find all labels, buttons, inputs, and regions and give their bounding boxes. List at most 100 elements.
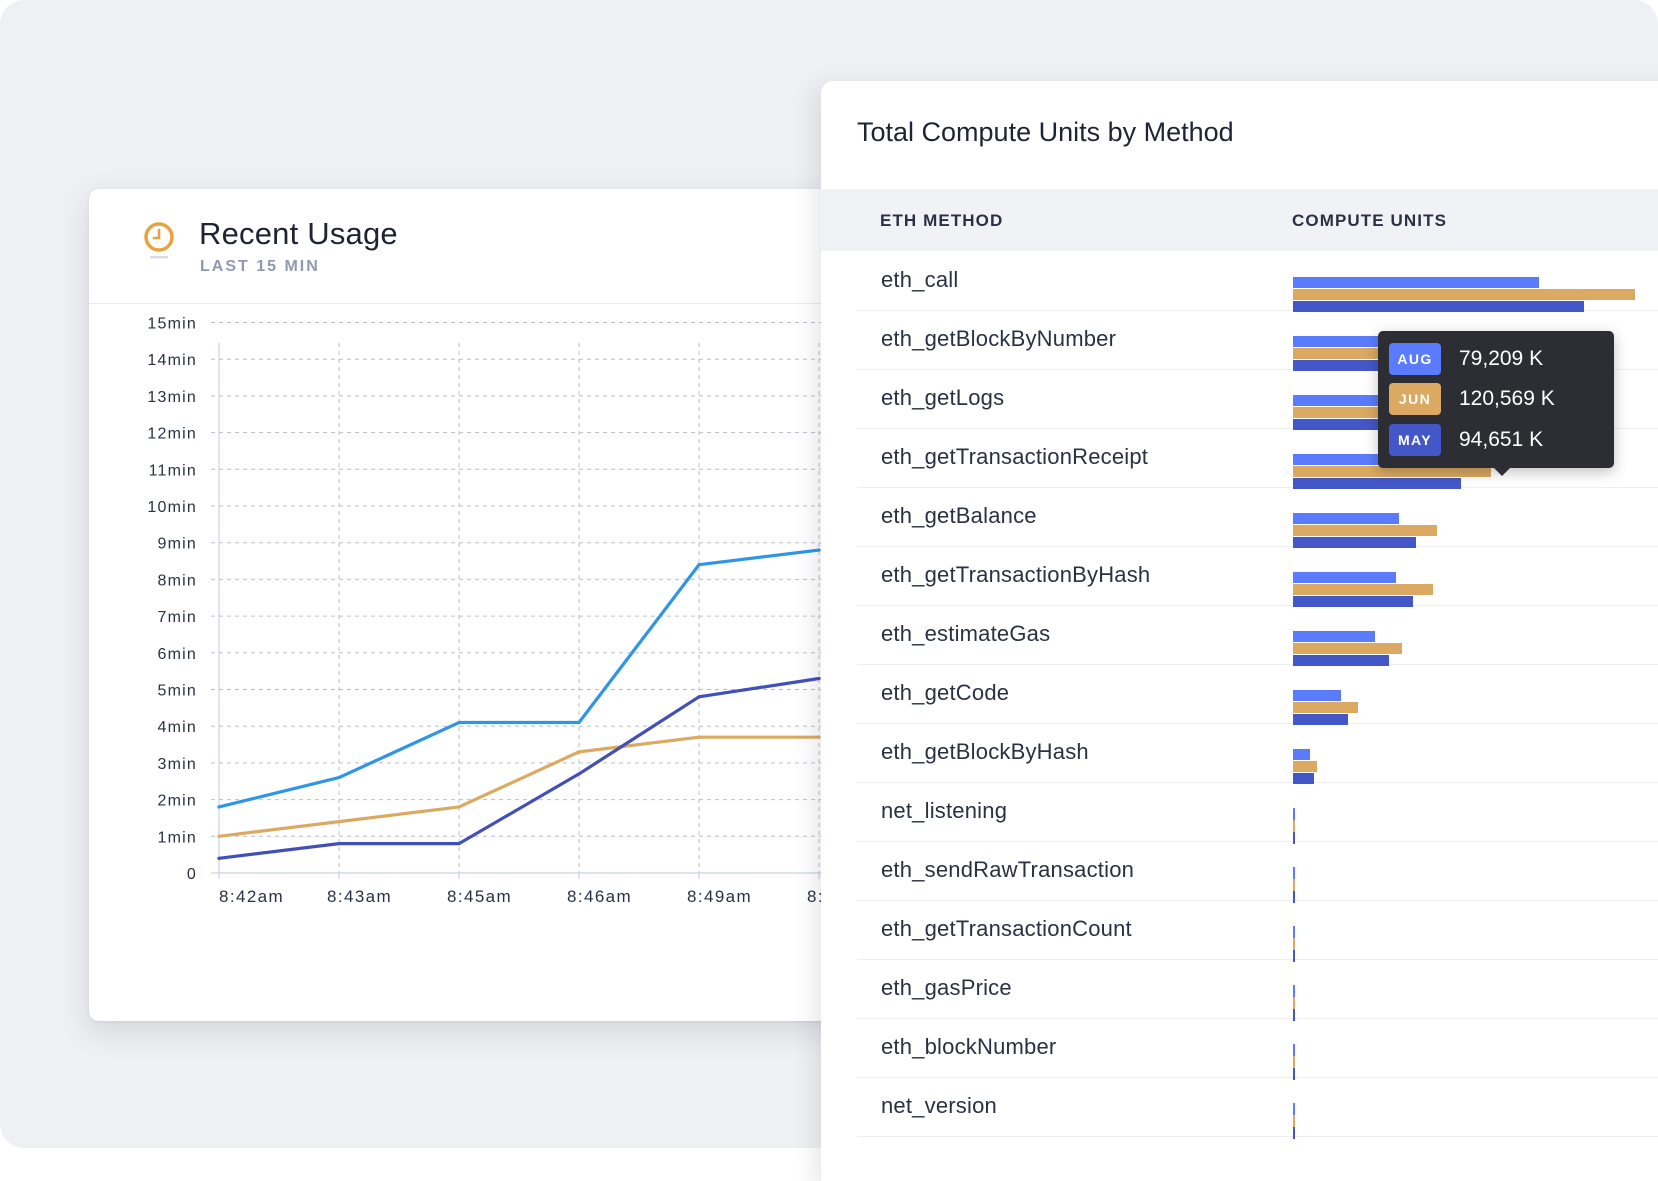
series-point bbox=[337, 820, 341, 824]
x-tick-label: 8:46am bbox=[567, 887, 632, 906]
bar-may[interactable] bbox=[1293, 832, 1295, 844]
method-label: eth_getTransactionReceipt bbox=[881, 444, 1149, 469]
bar-aug[interactable] bbox=[1293, 867, 1295, 879]
method-row[interactable]: eth_blockNumber bbox=[857, 1018, 1658, 1080]
series-point bbox=[577, 772, 581, 776]
tooltip-badge-may: MAY bbox=[1389, 424, 1441, 456]
series-point bbox=[817, 548, 821, 552]
method-row[interactable]: eth_getBalance bbox=[857, 487, 1658, 548]
y-tick-label: 0 bbox=[187, 866, 197, 883]
series-point bbox=[577, 720, 581, 725]
method-label: net_version bbox=[881, 1093, 997, 1118]
bar-tooltip: AUG 79,209 K JUN 120,569 K MAY 94,651 K bbox=[1378, 331, 1614, 476]
bar-may[interactable] bbox=[1293, 1009, 1295, 1021]
y-tick-label: 4min bbox=[158, 719, 197, 736]
series-point bbox=[337, 842, 341, 846]
bar-jun[interactable] bbox=[1293, 1056, 1295, 1068]
method-row[interactable]: eth_sendRawTransaction bbox=[857, 841, 1658, 903]
bar-aug[interactable] bbox=[1293, 277, 1539, 288]
method-row[interactable]: eth_gasPrice bbox=[857, 959, 1658, 1021]
bar-aug[interactable] bbox=[1293, 690, 1341, 701]
bar-jun[interactable] bbox=[1293, 997, 1295, 1009]
y-tick-label: 5min bbox=[158, 683, 197, 700]
y-tick-label: 10min bbox=[147, 499, 197, 516]
method-label: eth_gasPrice bbox=[881, 975, 1012, 1000]
method-label: eth_getBlockByNumber bbox=[881, 326, 1117, 351]
column-header-compute-units[interactable]: COMPUTE UNITS bbox=[1292, 211, 1448, 230]
tooltip-value-jun: 120,569 K bbox=[1459, 387, 1555, 410]
method-label: eth_call bbox=[881, 267, 959, 292]
method-label: eth_getLogs bbox=[881, 385, 1005, 410]
bar-aug[interactable] bbox=[1293, 631, 1375, 642]
bar-may[interactable] bbox=[1293, 596, 1413, 607]
bar-jun[interactable] bbox=[1293, 643, 1402, 654]
method-row[interactable]: eth_getTransactionCount bbox=[857, 900, 1658, 962]
bar-aug[interactable] bbox=[1293, 454, 1443, 465]
method-row[interactable]: eth_getTransactionReceipt bbox=[857, 428, 1658, 489]
y-tick-label: 8min bbox=[158, 572, 197, 589]
y-tick-label: 7min bbox=[158, 609, 197, 626]
method-row[interactable]: net_listening bbox=[857, 782, 1658, 844]
method-row[interactable]: eth_call bbox=[857, 251, 1658, 312]
method-label: eth_getTransactionByHash bbox=[881, 562, 1151, 587]
bar-jun[interactable] bbox=[1293, 879, 1295, 891]
bar-may[interactable] bbox=[1293, 301, 1584, 312]
bar-jun[interactable] bbox=[1293, 938, 1295, 950]
series-point bbox=[337, 775, 341, 780]
series-point bbox=[457, 720, 461, 725]
y-tick-label: 15min bbox=[147, 316, 197, 333]
bar-may[interactable] bbox=[1293, 537, 1416, 548]
method-label: eth_getTransactionCount bbox=[881, 916, 1132, 941]
bar-jun[interactable] bbox=[1293, 761, 1317, 772]
bar-aug[interactable] bbox=[1293, 749, 1310, 760]
method-row[interactable]: net_version bbox=[857, 1077, 1658, 1139]
x-tick-label: 8:42am bbox=[219, 887, 284, 906]
bar-aug[interactable] bbox=[1293, 1044, 1295, 1056]
method-label: eth_sendRawTransaction bbox=[881, 857, 1135, 882]
series-line-1 bbox=[217, 735, 821, 838]
bar-jun[interactable] bbox=[1293, 584, 1433, 595]
series-point bbox=[577, 750, 581, 754]
y-tick-label: 13min bbox=[147, 389, 197, 406]
bar-jun[interactable] bbox=[1293, 702, 1358, 713]
bar-jun[interactable] bbox=[1293, 1115, 1295, 1127]
bar-jun[interactable] bbox=[1293, 525, 1437, 536]
bar-aug[interactable] bbox=[1293, 513, 1399, 524]
method-label: eth_blockNumber bbox=[881, 1034, 1057, 1059]
bar-aug[interactable] bbox=[1293, 572, 1396, 583]
bar-may[interactable] bbox=[1293, 891, 1295, 903]
bar-jun[interactable] bbox=[1293, 289, 1635, 300]
bar-may[interactable] bbox=[1293, 714, 1348, 725]
bar-aug[interactable] bbox=[1293, 926, 1295, 938]
bar-jun[interactable] bbox=[1293, 820, 1295, 832]
bar-may[interactable] bbox=[1293, 1068, 1295, 1080]
method-row[interactable]: eth_getBlockByHash bbox=[857, 723, 1658, 784]
bar-aug[interactable] bbox=[1293, 808, 1295, 820]
series-point bbox=[697, 563, 701, 567]
series-point bbox=[457, 805, 461, 809]
bar-jun[interactable] bbox=[1293, 466, 1491, 477]
series-point bbox=[217, 834, 221, 838]
method-label: eth_getBlockByHash bbox=[881, 739, 1089, 764]
tooltip-value-aug: 79,209 K bbox=[1459, 347, 1544, 370]
bar-may[interactable] bbox=[1293, 655, 1389, 666]
bar-aug[interactable] bbox=[1293, 985, 1295, 997]
bar-may[interactable] bbox=[1293, 950, 1295, 962]
series-point bbox=[457, 842, 461, 846]
bar-aug[interactable] bbox=[1293, 1103, 1295, 1115]
column-header-eth-method[interactable]: ETH METHOD bbox=[880, 211, 1004, 230]
method-row[interactable]: eth_getTransactionByHash bbox=[857, 546, 1658, 607]
method-row[interactable]: eth_getCode bbox=[857, 664, 1658, 725]
bar-may[interactable] bbox=[1293, 773, 1314, 784]
series-point bbox=[817, 676, 821, 681]
tooltip-value-may: 94,651 K bbox=[1459, 428, 1544, 451]
bar-may[interactable] bbox=[1293, 478, 1461, 489]
y-tick-label: 11min bbox=[149, 462, 197, 479]
x-tick-label: 8:45am bbox=[447, 887, 512, 906]
compute-units-card: Total Compute Units by Method ETH METHOD… bbox=[821, 81, 1658, 1181]
bar-may[interactable] bbox=[1293, 1127, 1295, 1139]
recent-usage-card: Recent Usage LAST 15 MIN 0 1min 2min 3min 4m… bbox=[89, 189, 879, 1021]
method-row[interactable]: eth_estimateGas bbox=[857, 605, 1658, 666]
series-point bbox=[697, 695, 701, 699]
y-tick-label: 14min bbox=[147, 352, 197, 369]
